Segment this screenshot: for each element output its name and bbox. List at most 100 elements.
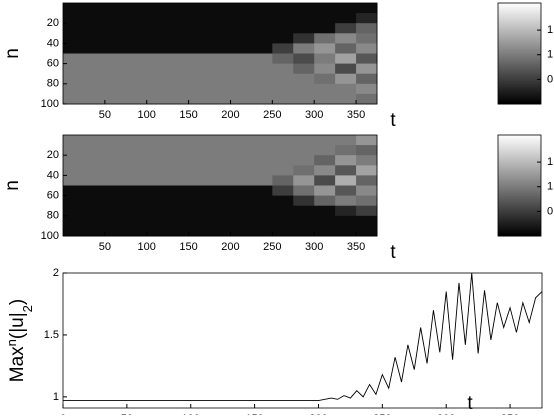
colorbar-tick-label: 1.5 (547, 156, 554, 168)
heatmap-cell (230, 3, 252, 14)
heatmap-cell (272, 23, 294, 34)
x-tick-label: 50 (99, 109, 111, 121)
heatmap-cell (272, 215, 294, 227)
heatmap-cell (314, 53, 336, 65)
colorbar-frame (497, 2, 542, 105)
heatmap-cell (272, 63, 294, 75)
heatmap-cell (230, 175, 252, 186)
heatmap-cell (335, 3, 357, 14)
heatmap-cell (63, 215, 85, 227)
heatmap-cell (335, 13, 357, 24)
heatmap-cell (293, 205, 315, 217)
heatmap-cell (104, 73, 127, 85)
y-tick-label: 20 (47, 149, 59, 161)
heatmap-cell (251, 145, 273, 156)
colorbar-swatch (498, 153, 541, 156)
heatmap-cell (188, 63, 211, 75)
heatmap-cell (314, 165, 336, 176)
colorbar-swatch (498, 72, 541, 75)
heatmap-cell (314, 3, 336, 14)
colorbar-swatch (498, 170, 541, 173)
y-tick-label: 1.5 (44, 329, 59, 341)
heatmap-cell (146, 185, 169, 197)
heatmap-cell (63, 93, 85, 105)
heatmap-cell (83, 175, 106, 186)
colorbar-tick-label: 0.5 (547, 73, 554, 85)
colorbar-swatch (498, 61, 541, 65)
heatmap-cell (272, 165, 294, 176)
heatmap-cell (146, 13, 169, 24)
colorbar-swatch (498, 40, 541, 43)
heatmap-cell (356, 23, 378, 34)
heatmap-cell (188, 93, 211, 105)
heatmap-cell (167, 33, 190, 44)
colorbar-swatch (498, 190, 541, 193)
heatmap-cell (125, 165, 148, 176)
heatmap-cell (209, 83, 231, 95)
heatmap-cell (83, 23, 106, 34)
heatmap-cell (188, 135, 211, 146)
heatmap-cell (293, 145, 315, 156)
heatmap-cell (314, 13, 336, 24)
heatmap-cell (272, 53, 294, 65)
colorbar-swatch (498, 100, 541, 103)
heatmap-cell (146, 83, 169, 95)
heatmap-cell (230, 145, 252, 156)
heatmap-cell (251, 205, 273, 217)
heatmap-cell (251, 185, 273, 197)
heatmap-cell (209, 23, 231, 34)
heatmap-cell (335, 225, 357, 237)
heatmap-cell (83, 135, 106, 146)
heatmap-cell (104, 33, 127, 44)
heatmap-cell (356, 53, 378, 65)
heatmap-cell (125, 225, 148, 237)
heatmap-cell (188, 225, 211, 237)
colorbar-swatch (498, 146, 541, 149)
heatmap-cell (335, 205, 357, 217)
heatmap-cell (209, 73, 231, 85)
heatmap-cell (125, 13, 148, 24)
heatmap-cell (314, 145, 336, 156)
y-tick-label: 100 (41, 230, 59, 242)
colorbar-swatch (498, 65, 541, 68)
colorbar-swatch (498, 14, 541, 17)
heatmap-cell (230, 165, 252, 176)
heatmap-cell (251, 195, 273, 207)
heatmap-cell (293, 23, 315, 34)
x-tick-label: 250 (263, 109, 281, 121)
colorbar-swatch (498, 51, 541, 54)
heatmap-cell (272, 13, 294, 24)
heatmap-cell (251, 225, 273, 237)
colorbar-swatch (498, 29, 541, 33)
colorbar-swatch (498, 93, 541, 97)
heatmap-cell (272, 145, 294, 156)
heatmap-cell (251, 83, 273, 95)
colorbar-swatch (498, 198, 541, 202)
heatmap-cell (125, 63, 148, 75)
heatmap-cell (335, 165, 357, 176)
colorbar-swatch (498, 16, 541, 19)
heatmap-cell (209, 33, 231, 44)
colorbar-swatch (498, 83, 541, 86)
colorbar-swatch (498, 172, 541, 175)
colorbar-tick-label: 1.5 (547, 24, 554, 36)
heatmap-cell (293, 43, 315, 54)
x-axis-label: t (390, 242, 396, 263)
heatmap-cell (335, 83, 357, 95)
colorbar-swatch (498, 90, 541, 93)
heatmap-cell (251, 135, 273, 146)
data-line (63, 272, 543, 402)
heatmap-cell (83, 63, 106, 75)
y-tick-label: 60 (47, 58, 59, 70)
heatmap-cell (63, 13, 85, 24)
heatmap-cell (188, 73, 211, 85)
heatmap-cell (125, 215, 148, 227)
colorbar-swatch (498, 23, 541, 26)
heatmap-cell (293, 13, 315, 24)
colorbar-swatch (498, 187, 541, 190)
heatmap-cell (272, 135, 294, 146)
heatmap-cell (356, 3, 378, 14)
colorbar-swatch (498, 192, 541, 195)
heatmap-cell (188, 165, 211, 176)
heatmap-cell (188, 23, 211, 34)
